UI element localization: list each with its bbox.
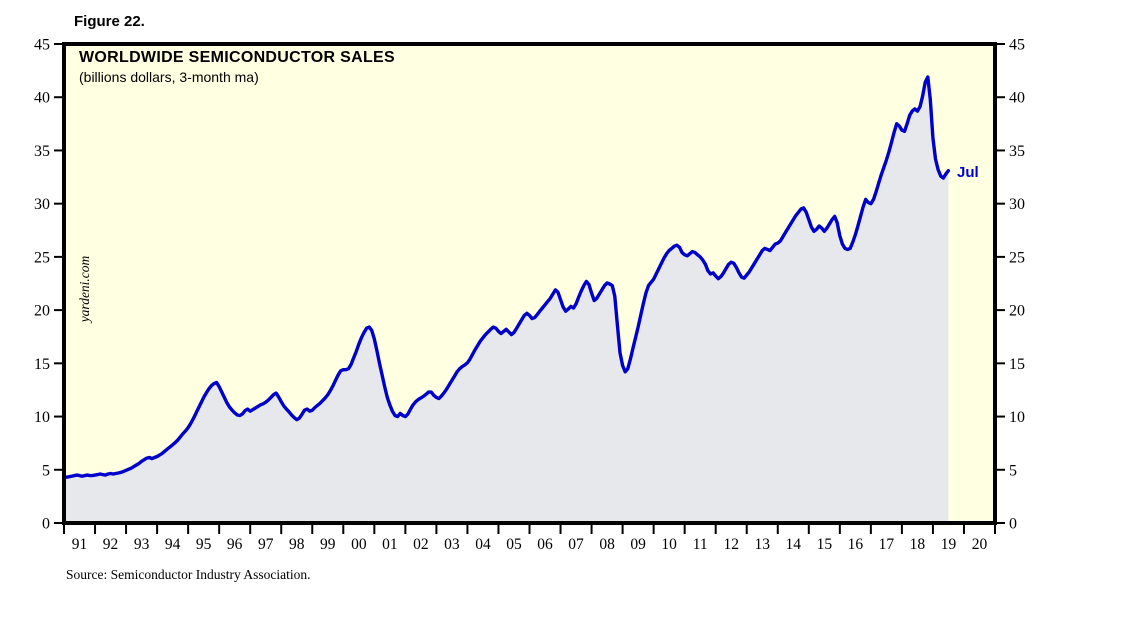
x-axis-tick-label: 17: [879, 536, 895, 553]
y-axis-tick-label-left: 25: [34, 249, 50, 266]
x-axis-tick-label: 05: [506, 536, 522, 553]
x-axis-tick-label: 20: [972, 536, 988, 553]
x-axis-tick-label: 97: [258, 536, 274, 553]
x-axis-tick-label: 92: [103, 536, 119, 553]
x-axis-tick-label: 09: [630, 536, 646, 553]
x-axis-tick-label: 99: [320, 536, 336, 553]
y-axis-tick-label-right: 0: [1009, 516, 1017, 533]
x-axis-tick-label: 07: [568, 536, 584, 553]
x-axis-tick-label: 19: [941, 536, 957, 553]
y-axis-tick-label-right: 35: [1009, 143, 1025, 160]
chart-subtitle: (billions dollars, 3-month ma): [79, 69, 259, 85]
y-axis-tick-label-left: 0: [42, 516, 50, 533]
x-axis-tick-label: 96: [227, 536, 243, 553]
y-axis-tick-label-left: 15: [34, 356, 50, 373]
x-axis-tick-label: 16: [848, 536, 864, 553]
y-axis-tick-label-left: 45: [34, 37, 50, 54]
y-axis-tick-label-right: 25: [1009, 249, 1025, 266]
chart-title: WORLDWIDE SEMICONDUCTOR SALES: [79, 49, 395, 66]
y-axis-tick-label-right: 5: [1009, 462, 1017, 479]
y-axis-tick-label-right: 30: [1009, 196, 1025, 213]
figure-number-label: Figure 22.: [74, 13, 145, 30]
x-axis-tick-label: 18: [910, 536, 926, 553]
x-axis-tick-label: 08: [599, 536, 615, 553]
x-axis-tick-label: 02: [413, 536, 429, 553]
x-axis-tick-label: 01: [382, 536, 398, 553]
x-axis-tick-label: 95: [196, 536, 212, 553]
y-axis-tick-label-right: 40: [1009, 90, 1025, 107]
x-axis-tick-label: 04: [475, 536, 491, 553]
x-axis-tick-label: 93: [134, 536, 150, 553]
x-axis-tick-label: 13: [755, 536, 771, 553]
y-axis-tick-label-left: 10: [34, 409, 50, 426]
plot-border: [62, 42, 997, 525]
series-area-fill: [64, 77, 949, 523]
y-axis-tick-label-left: 30: [34, 196, 50, 213]
y-axis-tick-label-left: 40: [34, 90, 50, 107]
x-axis-tick-label: 10: [661, 536, 677, 553]
x-axis-tick-label: 06: [537, 536, 553, 553]
x-axis-tick-label: 03: [444, 536, 460, 553]
y-axis-tick-label-right: 10: [1009, 409, 1025, 426]
x-axis-tick-label: 94: [165, 536, 181, 553]
last-data-point-label: Jul: [957, 164, 979, 181]
source-attribution: Source: Semiconductor Industry Associati…: [66, 567, 311, 582]
y-axis-tick-label-right: 20: [1009, 303, 1025, 320]
series-line: [62, 75, 951, 479]
y-axis-tick-label-left: 20: [34, 303, 50, 320]
x-axis-tick-label: 15: [817, 536, 833, 553]
x-axis-tick-label: 98: [289, 536, 305, 553]
x-axis-tick-label: 91: [72, 536, 88, 553]
y-axis-tick-label-left: 5: [42, 462, 50, 479]
y-axis-tick-label-right: 15: [1009, 356, 1025, 373]
watermark-text: yardeni.com: [77, 255, 92, 323]
x-axis-tick-label: 14: [786, 536, 802, 553]
x-axis-tick-label: 11: [693, 536, 708, 553]
x-axis-tick-label: 12: [723, 536, 739, 553]
y-axis-tick-label-left: 35: [34, 143, 50, 160]
y-axis-tick-label-right: 45: [1009, 37, 1025, 54]
x-axis-tick-label: 00: [351, 536, 367, 553]
